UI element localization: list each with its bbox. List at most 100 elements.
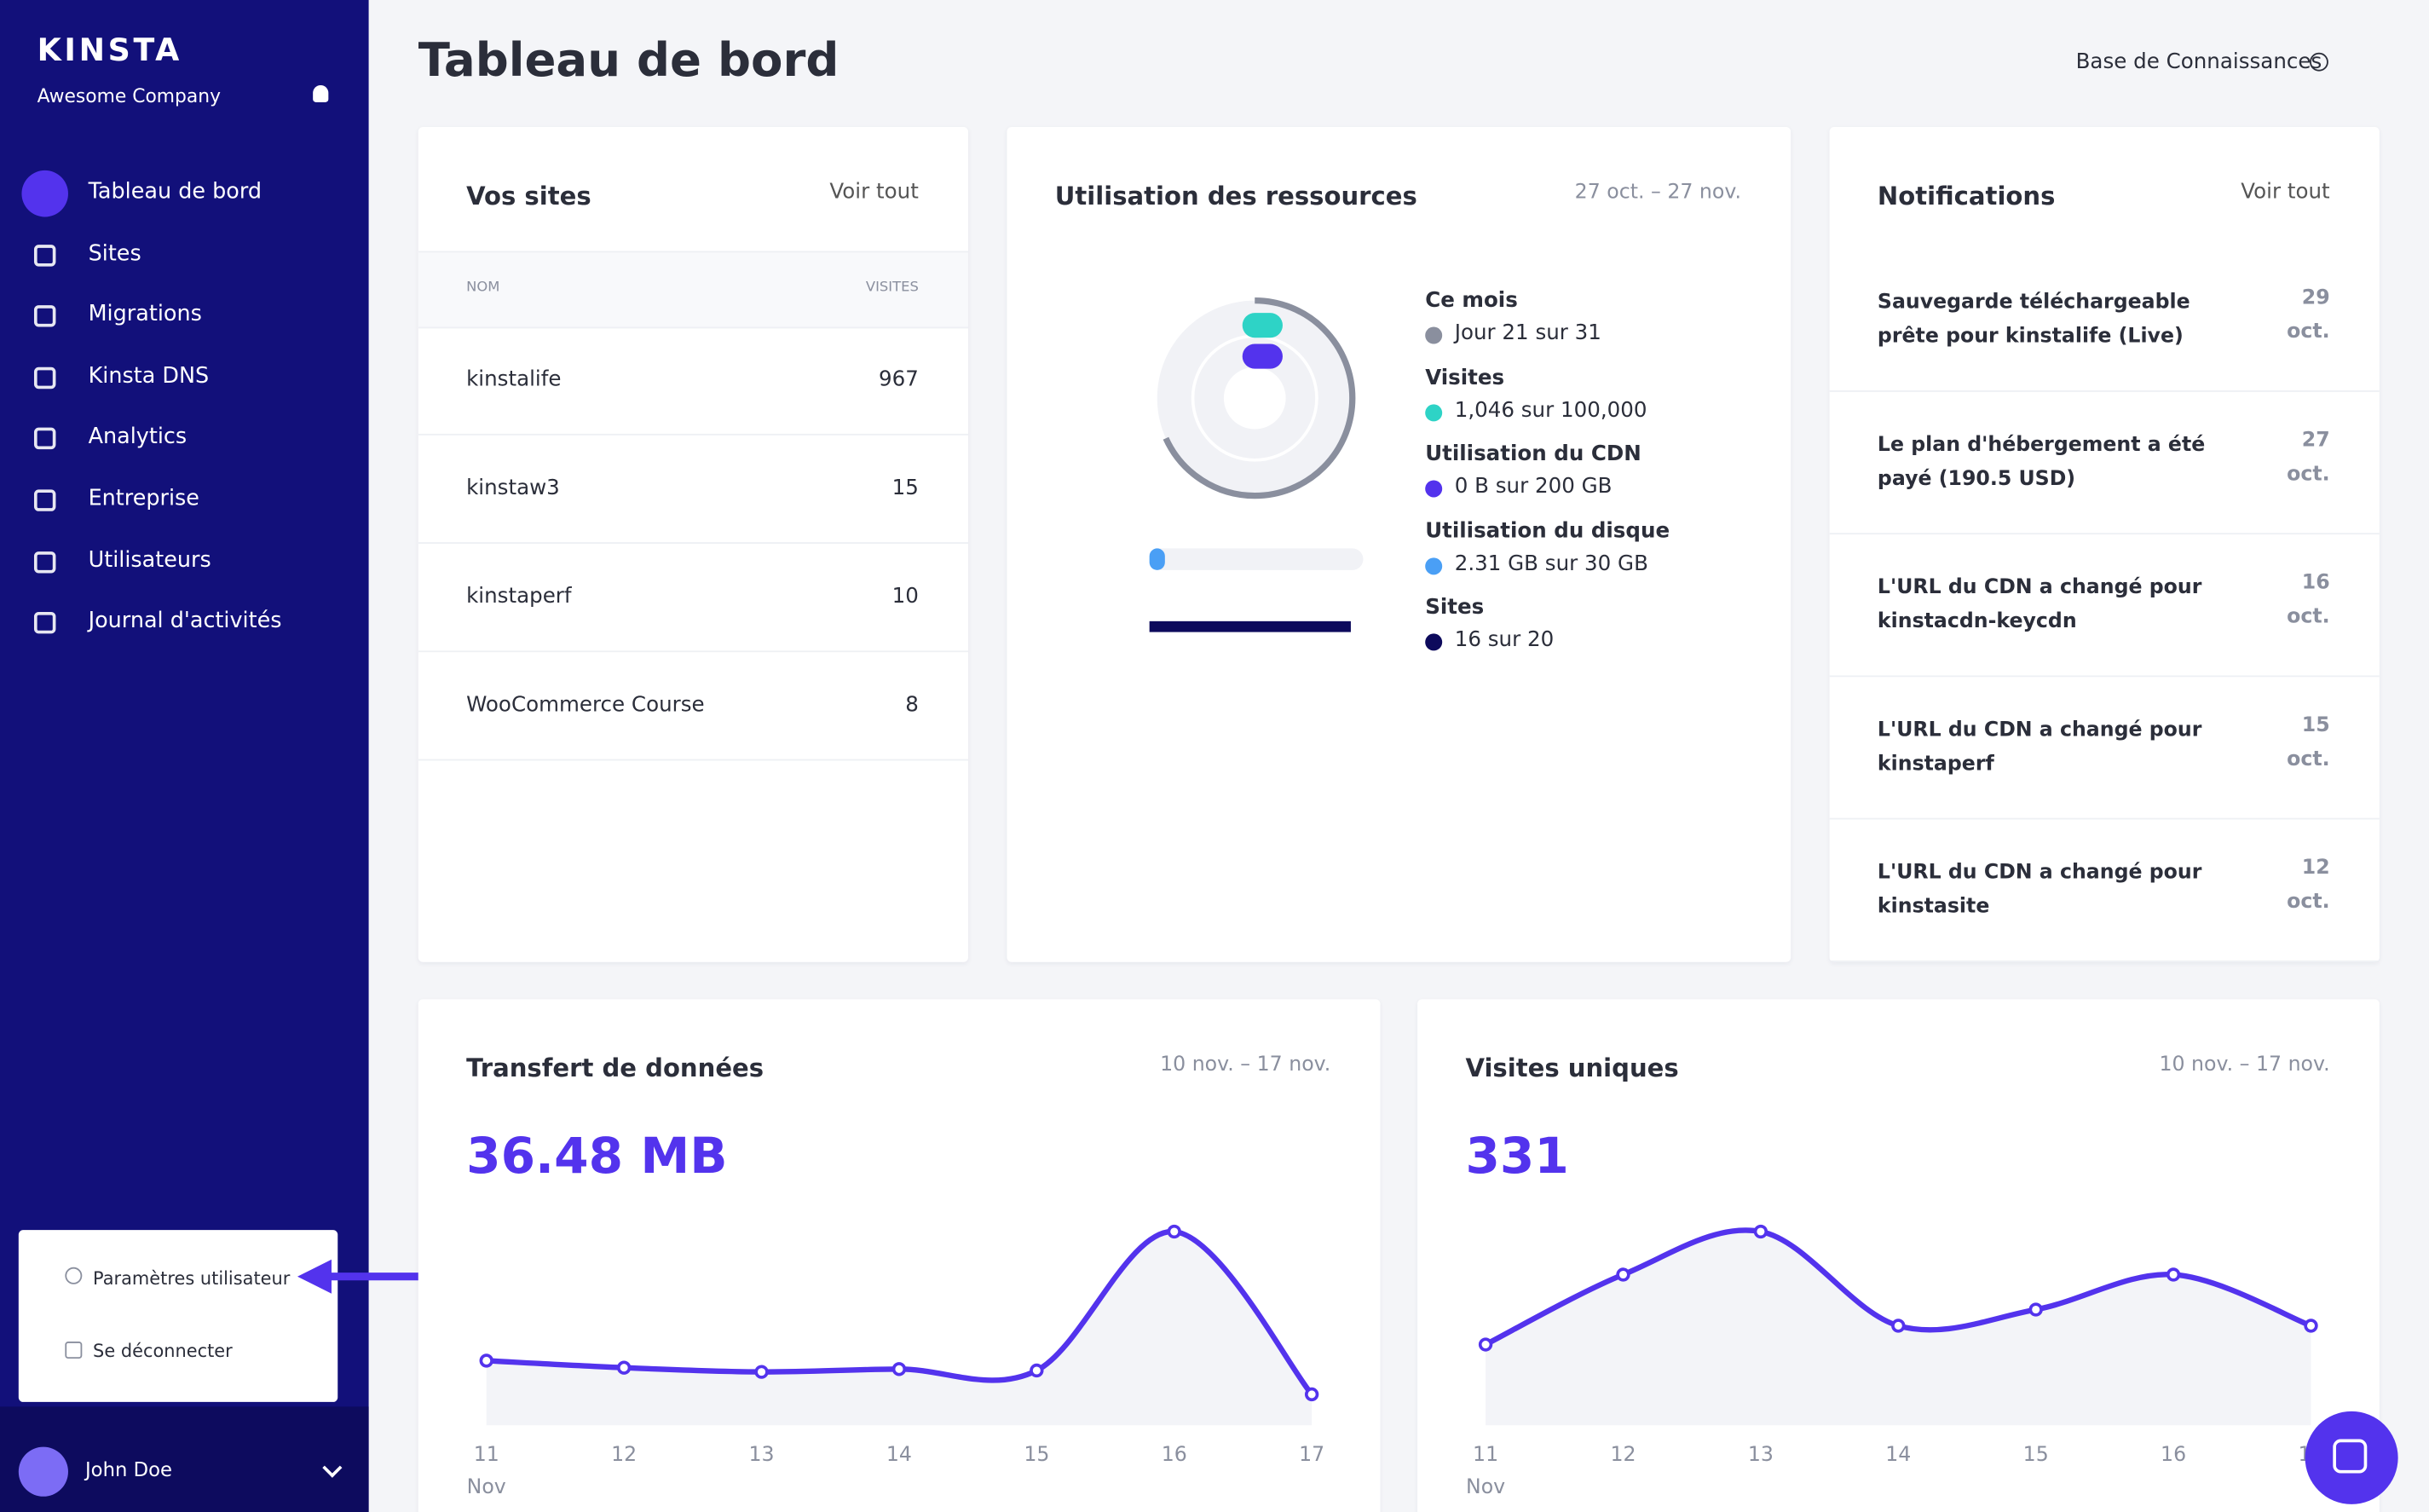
site-visits: 10	[891, 584, 919, 609]
x-tick-label: 13	[749, 1442, 775, 1466]
site-name: WooCommerce Course	[466, 692, 705, 718]
notification-month: oct.	[2287, 891, 2330, 915]
point	[1167, 1224, 1181, 1239]
site-row[interactable]: kinstaperf 10	[418, 542, 969, 653]
usage-dot	[1425, 326, 1443, 344]
site-visits: 967	[878, 366, 919, 392]
see-all[interactable]: Voir tout	[2241, 179, 2330, 205]
usage-label: Utilisation du disque	[1425, 517, 1670, 544]
site-name: kinstaperf	[466, 584, 572, 609]
site-visits: 8	[905, 692, 919, 718]
notification[interactable]: Sauvegarde téléchargeable prête pour kin…	[1829, 248, 2380, 392]
point	[1304, 1387, 1319, 1402]
chat-button[interactable]	[2305, 1411, 2398, 1504]
x-tick-label: 17	[1299, 1442, 1324, 1466]
nav-item[interactable]: Entreprise	[0, 474, 369, 527]
nav-label: Journal d'activités	[88, 609, 282, 634]
nav-label: Tableau de bord	[88, 179, 263, 205]
site-row[interactable]: WooCommerce Course 8	[418, 650, 969, 761]
x-axis-band	[418, 1425, 1381, 1512]
user-name: John Doe	[84, 1457, 172, 1481]
notification-text: Sauvegarde téléchargeable prête pour kin…	[1877, 291, 2190, 349]
notifications-card: Notifications Voir tout Sauvegarde téléc…	[1829, 127, 2380, 962]
nav-icon	[33, 551, 56, 573]
area	[486, 1231, 1313, 1426]
x-tick-label: 14	[1885, 1442, 1911, 1466]
nav-item[interactable]: Utilisateurs	[0, 535, 369, 588]
usage-dot	[1425, 480, 1443, 498]
x-tick-label: 14	[886, 1442, 912, 1466]
page-title: Tableau de bord	[418, 33, 839, 89]
notification-day: 12	[2301, 857, 2330, 880]
x-tick-label: 15	[2023, 1442, 2049, 1466]
total: 331	[1465, 1126, 1569, 1186]
help-icon	[2310, 52, 2328, 72]
nav-label: Utilisateurs	[88, 547, 211, 573]
card-title: Vos sites	[466, 181, 591, 211]
nav-icon	[33, 366, 56, 389]
nav-item[interactable]: Kinsta DNS	[0, 351, 369, 404]
notification-text: L'URL du CDN a changé pour kinstaperf	[1877, 718, 2202, 776]
nav-label: Analytics	[88, 424, 188, 450]
usage-value: 0 B sur 200 GB	[1454, 474, 1613, 499]
transfer-card: Transfert de données 10 nov. – 17 nov. 3…	[418, 999, 1381, 1512]
nav-item[interactable]: Analytics	[0, 413, 369, 465]
point	[891, 1362, 907, 1376]
user-bar[interactable]: John Doe	[0, 1406, 369, 1512]
point	[1616, 1267, 1630, 1282]
usage-dot	[1425, 403, 1443, 421]
usage-dot	[1425, 557, 1443, 574]
card-title: Visites uniques	[1465, 1053, 1679, 1083]
card-title: Utilisation des ressources	[1054, 181, 1417, 211]
usage-value: 1,046 sur 100,000	[1454, 397, 1647, 423]
point	[2166, 1267, 2181, 1282]
site-row[interactable]: kinstalife 967	[418, 326, 969, 436]
logout-icon	[65, 1342, 83, 1359]
table-header: NOM VISITES	[418, 251, 969, 329]
see-all[interactable]: Voir tout	[829, 179, 919, 205]
site-row[interactable]: kinstaw3 15	[418, 434, 969, 544]
chevron[interactable]	[322, 1457, 343, 1478]
date-range: 27 oct. – 27 nov.	[1574, 181, 1741, 205]
resources-card: Utilisation des ressources 27 oct. – 27 …	[1007, 127, 1791, 962]
nav-item[interactable]: Migrations	[0, 290, 369, 343]
nav-item[interactable]: Tableau de bord	[0, 167, 369, 220]
nav-label: Migrations	[88, 302, 202, 327]
visits-card: Visites uniques 10 nov. – 17 nov. 331 11…	[1417, 999, 2380, 1512]
x-month-label: Nov	[1466, 1474, 1505, 1498]
usage-label: Ce mois	[1425, 288, 1518, 314]
nav-label: Kinsta DNS	[88, 363, 210, 389]
usage-value: 16 sur 20	[1454, 627, 1555, 653]
menu-item[interactable]: Paramètres utilisateur	[93, 1267, 291, 1290]
column-header: NOM	[466, 280, 500, 297]
notification-month: oct.	[2287, 463, 2330, 487]
notification-day: 27	[2301, 429, 2330, 453]
x-tick-label: 11	[474, 1442, 499, 1466]
card-title: Transfert de données	[466, 1053, 764, 1083]
nav-item[interactable]: Journal d'activités	[0, 597, 369, 649]
bell-icon[interactable]	[313, 84, 329, 102]
x-tick-label: 15	[1024, 1442, 1049, 1466]
notification[interactable]: Le plan d'hébergement a été payé (190.5 …	[1829, 390, 2380, 535]
menu-item[interactable]: Se déconnecter	[93, 1340, 233, 1362]
usage-dot	[1425, 633, 1443, 651]
notification-text: L'URL du CDN a changé pour kinstacdn-key…	[1877, 576, 2202, 634]
notification[interactable]: L'URL du CDN a changé pour kinstasite 12 o…	[1829, 818, 2380, 962]
notification[interactable]: L'URL du CDN a changé pour kinstaperf 15 o…	[1829, 675, 2380, 820]
usage-label: Utilisation du CDN	[1425, 441, 1641, 467]
usage-value: 2.31 GB sur 30 GB	[1454, 551, 1648, 576]
nav-label: Entreprise	[88, 486, 199, 511]
point	[616, 1360, 632, 1375]
notification[interactable]: L'URL du CDN a changé pour kinstacdn-key…	[1829, 533, 2380, 678]
logo[interactable]: KINSTA	[37, 31, 182, 68]
nav-item[interactable]: Sites	[0, 228, 369, 281]
site-name: kinstalife	[466, 366, 562, 392]
usage-gauge	[1149, 297, 1364, 632]
point	[2304, 1319, 2318, 1333]
help-link[interactable]: Base de Connaissances	[2075, 49, 2322, 75]
usage-label: Visites	[1425, 365, 1505, 390]
